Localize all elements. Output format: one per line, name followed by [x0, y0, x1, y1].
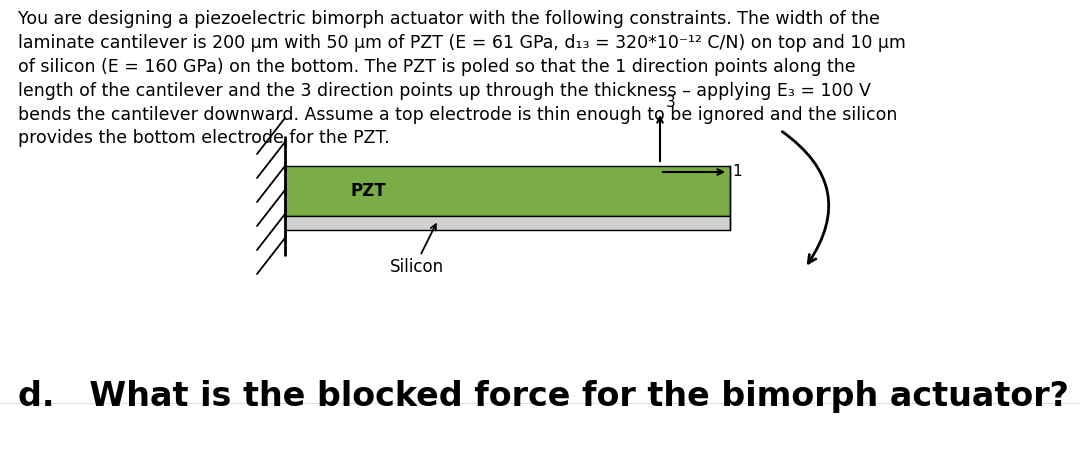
- Text: 1: 1: [732, 164, 742, 179]
- Bar: [285, 216, 730, 230]
- Text: Silicon: Silicon: [390, 258, 444, 276]
- Text: PZT: PZT: [350, 182, 386, 200]
- Text: d.   What is the blocked force for the bimorph actuator?: d. What is the blocked force for the bim…: [18, 380, 1069, 413]
- Text: You are designing a piezoelectric bimorph actuator with the following constraint: You are designing a piezoelectric bimorp…: [18, 10, 906, 147]
- Bar: [285, 166, 730, 216]
- Text: 3: 3: [666, 95, 676, 110]
